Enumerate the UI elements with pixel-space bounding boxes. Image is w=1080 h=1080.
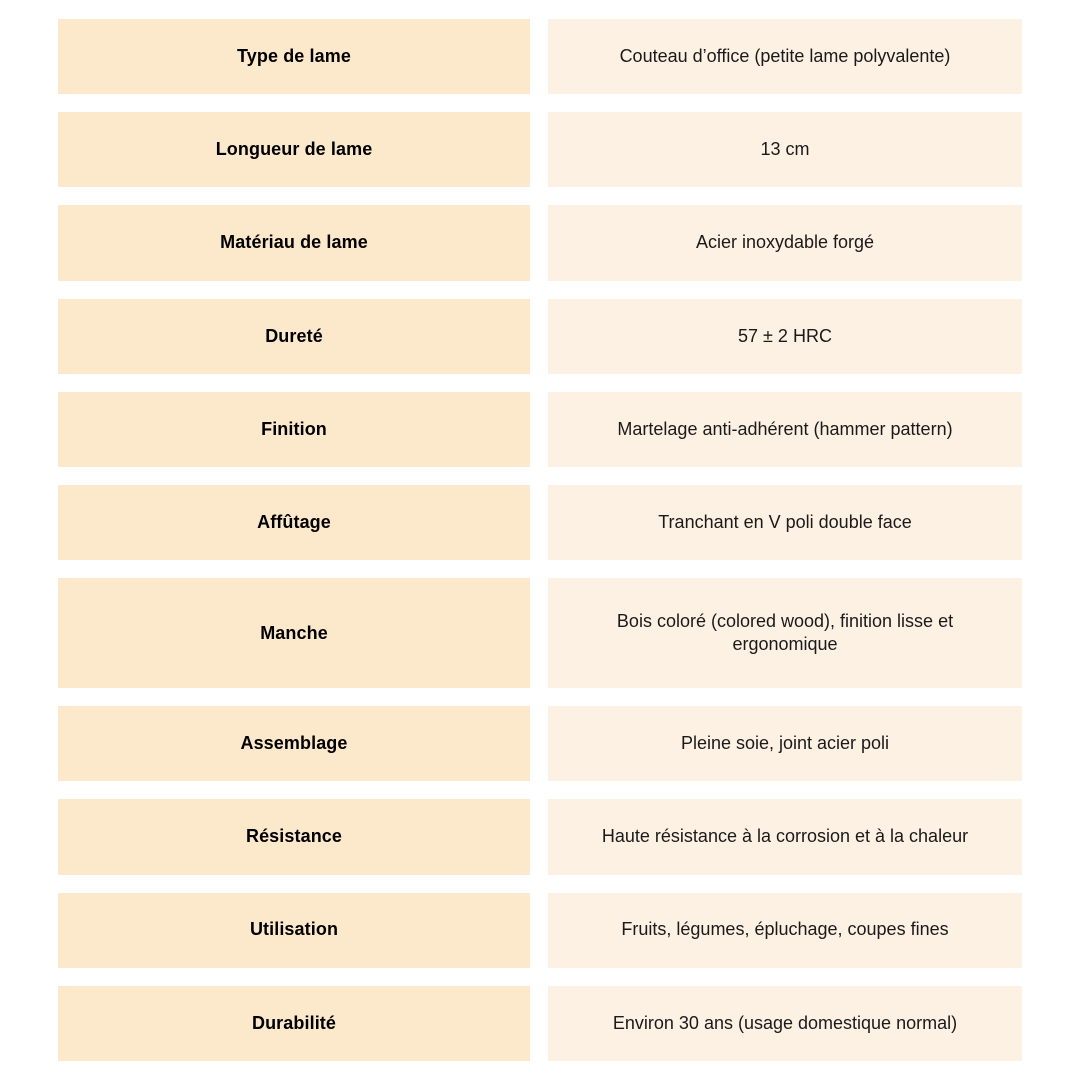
- spec-value-text: Tranchant en V poli double face: [658, 512, 912, 532]
- spec-label-text: Dureté: [265, 325, 323, 346]
- spec-label-text: Durabilité: [251, 1012, 336, 1033]
- spec-value-cell: Environ 30 ans (usage domestique normal): [548, 985, 1022, 1061]
- spec-value-text: 13 cm: [760, 139, 810, 160]
- spec-label-text: Type de lame: [237, 45, 351, 66]
- spec-value-cell: 57 ± 2 HRC: [548, 298, 1022, 374]
- spec-value-cell: Acier inoxydable forgé: [548, 205, 1022, 281]
- spec-label-cell: Durabilité: [58, 985, 530, 1061]
- spec-label-cell: Affûtage: [58, 485, 530, 561]
- spec-value-cell: Bois coloré (colored wood), finition lis…: [548, 578, 1022, 689]
- spec-value-text: Bois coloré (colored wood), finition lis…: [616, 610, 954, 655]
- spec-label-text: Résistance: [245, 826, 343, 847]
- table-row: Manche Bois coloré (colored wood), finit…: [58, 578, 1022, 689]
- spec-label-cell: Résistance: [58, 799, 530, 875]
- table-row: Matériau de lame Acier inoxydable forgé: [58, 205, 1022, 281]
- spec-label-cell: Matériau de lame: [58, 205, 530, 281]
- spec-label-text: Assemblage: [240, 732, 348, 753]
- spec-label-text: Manche: [260, 622, 328, 643]
- spec-value-cell: Haute résistance à la corrosion et à la …: [548, 799, 1022, 875]
- table-row: Finition Martelage anti-adhérent (hammer…: [58, 391, 1022, 468]
- spec-value-text: Environ 30 ans (usage domestique normal): [612, 1012, 958, 1033]
- spec-label-cell: Finition: [58, 391, 530, 468]
- table-row: Longueur de lame 13 cm: [58, 112, 1022, 188]
- spec-value-cell: 13 cm: [548, 112, 1022, 188]
- spec-value-text: Couteau d’office (petite lame polyvalent…: [619, 45, 951, 66]
- spec-value-cell: Pleine soie, joint acier poli: [548, 706, 1022, 782]
- spec-label-cell: Dureté: [58, 298, 530, 374]
- spec-value-cell: Fruits, légumes, épluchage, coupes fines: [548, 892, 1022, 968]
- spec-label-text: Affûtage: [257, 512, 331, 532]
- spec-value-text: Haute résistance à la corrosion et à la …: [601, 826, 969, 847]
- table-row: Type de lame Couteau d’office (petite la…: [58, 19, 1022, 95]
- spec-value-text: Martelage anti-adhérent (hammer pattern): [617, 418, 953, 439]
- spec-value-cell: Martelage anti-adhérent (hammer pattern): [548, 391, 1022, 468]
- spec-label-cell: Type de lame: [58, 19, 530, 95]
- spec-label-text: Utilisation: [249, 919, 339, 940]
- spec-label-text: Finition: [261, 418, 327, 439]
- table-row: Résistance Haute résistance à la corrosi…: [58, 799, 1022, 875]
- spec-label-cell: Assemblage: [58, 706, 530, 782]
- spec-value-text: Fruits, légumes, épluchage, coupes fines: [621, 919, 949, 940]
- spec-label-cell: Manche: [58, 578, 530, 689]
- spec-value-text: Acier inoxydable forgé: [695, 232, 875, 253]
- spec-value-text: 57 ± 2 HRC: [738, 325, 832, 346]
- spec-value-cell: Tranchant en V poli double face: [548, 485, 1022, 561]
- spec-label-cell: Utilisation: [58, 892, 530, 968]
- spec-label-text: Matériau de lame: [220, 232, 368, 253]
- spec-value-cell: Couteau d’office (petite lame polyvalent…: [548, 19, 1022, 95]
- table-row: Affûtage Tranchant en V poli double face: [58, 485, 1022, 561]
- table-row: Dureté 57 ± 2 HRC: [58, 298, 1022, 374]
- table-row: Utilisation Fruits, légumes, épluchage, …: [58, 892, 1022, 968]
- spec-label-text: Longueur de lame: [215, 139, 373, 160]
- spec-label-cell: Longueur de lame: [58, 112, 530, 188]
- table-row: Durabilité Environ 30 ans (usage domesti…: [58, 985, 1022, 1061]
- table-row: Assemblage Pleine soie, joint acier poli: [58, 706, 1022, 782]
- spec-value-text: Pleine soie, joint acier poli: [680, 732, 890, 753]
